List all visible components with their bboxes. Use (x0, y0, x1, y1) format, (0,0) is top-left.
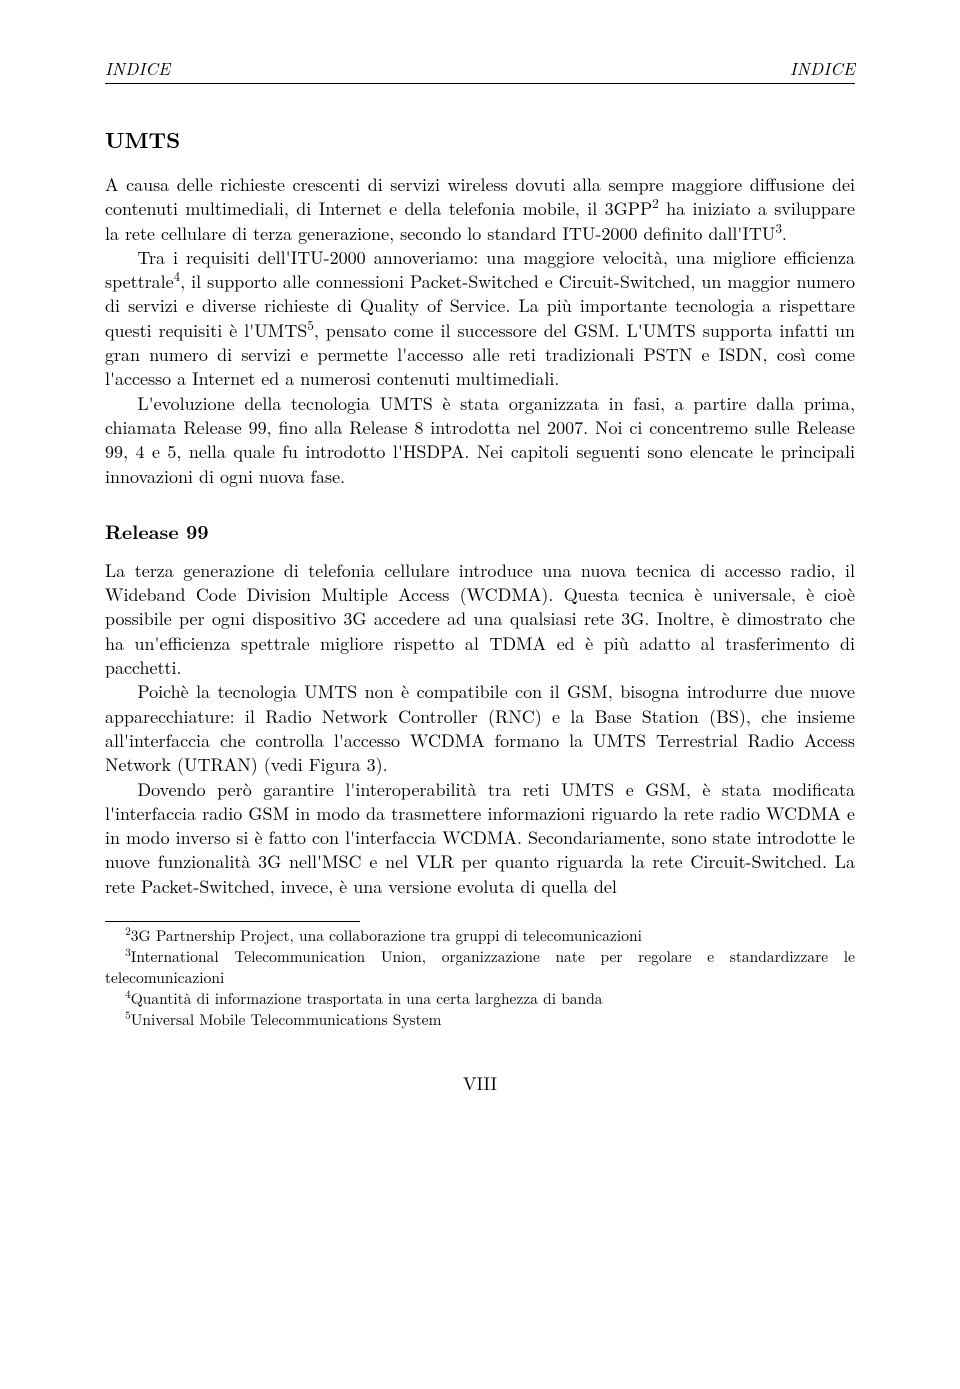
footnotes: 23G Partnership Project, una collaborazi… (105, 926, 855, 1031)
footnote: 23G Partnership Project, una collaborazi… (105, 926, 855, 947)
body-paragraph: L'evoluzione della tecnologia UMTS è sta… (105, 392, 855, 489)
footnote: 5Universal Mobile Telecommunications Sys… (105, 1010, 855, 1031)
header-left: INDICE (105, 56, 170, 81)
body-paragraph: A causa delle richieste crescenti di ser… (105, 173, 855, 246)
text: . (782, 221, 787, 246)
running-header: INDICE INDICE (105, 56, 855, 84)
page: INDICE INDICE UMTS A causa delle richies… (0, 0, 960, 1389)
footnote-text: 3G Partnership Project, una collaborazio… (131, 925, 642, 946)
page-number: VIII (105, 1071, 855, 1096)
section-title: UMTS (105, 124, 855, 155)
footnote: 4Quantità di informazione trasportata in… (105, 989, 855, 1010)
footnote: 3International Telecommunication Union, … (105, 947, 855, 989)
body-paragraph: Dovendo però garantire l'interoperabilit… (105, 778, 855, 899)
footnote-text: Universal Mobile Telecommunications Syst… (131, 1009, 442, 1030)
footnote-text: International Telecommunication Union, o… (105, 946, 855, 988)
body-paragraph: Poichè la tecnologia UMTS non è compatib… (105, 680, 855, 777)
subsection-title: Release 99 (105, 517, 855, 545)
body-paragraph: La terza generazione di telefonia cellul… (105, 559, 855, 680)
header-right: INDICE (790, 56, 855, 81)
body-paragraph: Tra i requisiti dell'ITU-2000 annoveriam… (105, 246, 855, 392)
footnote-text: Quantità di informazione trasportata in … (131, 988, 603, 1009)
footnote-separator (105, 921, 360, 922)
